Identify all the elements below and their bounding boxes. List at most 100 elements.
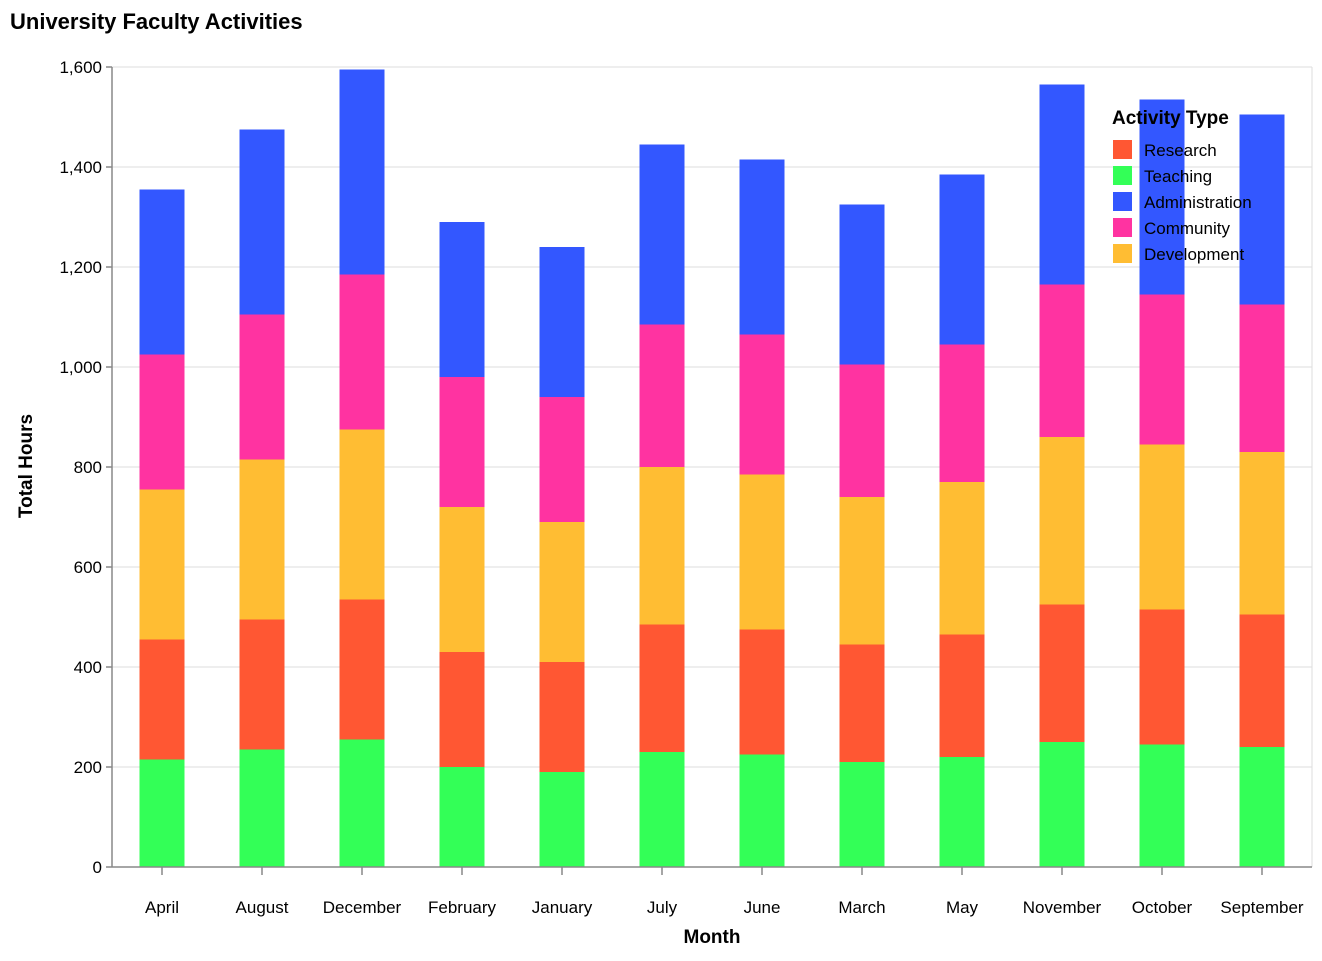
legend: Activity Type Research Teaching Administra… bbox=[1112, 108, 1252, 264]
bar-community-august bbox=[239, 314, 285, 460]
y-tick-label: 1,600 bbox=[59, 58, 102, 77]
bar-teaching-october bbox=[1139, 744, 1185, 867]
x-tick-label: August bbox=[236, 898, 289, 917]
bar-teaching-november bbox=[1039, 742, 1085, 867]
x-axis-title: Month bbox=[684, 927, 741, 948]
bar-research-december bbox=[339, 599, 385, 740]
bar-administration-august bbox=[239, 129, 285, 315]
bar-development-september bbox=[1239, 452, 1285, 615]
y-tick-label: 1,400 bbox=[59, 158, 102, 177]
legend-label-research: Research bbox=[1144, 141, 1217, 160]
legend-swatch-research bbox=[1113, 140, 1132, 159]
y-tick-label: 200 bbox=[74, 758, 102, 777]
bar-administration-january bbox=[539, 247, 585, 397]
x-tick-label: April bbox=[145, 898, 179, 917]
legend-label-teaching: Teaching bbox=[1144, 167, 1212, 186]
axes: 0 200 400 600 800 1,000 1,200 1,400 1,600 April Au… bbox=[59, 58, 1312, 917]
bar-community-december bbox=[339, 274, 385, 430]
x-tick-label: March bbox=[838, 898, 885, 917]
bar-teaching-march bbox=[839, 762, 885, 867]
bar-administration-november bbox=[1039, 84, 1085, 285]
bar-research-april bbox=[139, 639, 185, 760]
bar-community-july bbox=[639, 324, 685, 467]
bar-community-january bbox=[539, 397, 585, 522]
bar-development-may bbox=[939, 482, 985, 635]
bar-teaching-september bbox=[1239, 747, 1285, 867]
y-tick-label: 1,200 bbox=[59, 258, 102, 277]
bar-development-december bbox=[339, 429, 385, 600]
gridlines bbox=[112, 66, 1313, 868]
y-tick-label: 600 bbox=[74, 558, 102, 577]
x-tick-label: May bbox=[946, 898, 979, 917]
bar-community-june bbox=[739, 334, 785, 475]
bar-research-march bbox=[839, 644, 885, 762]
legend-swatch-development bbox=[1113, 244, 1132, 263]
legend-swatch-teaching bbox=[1113, 166, 1132, 185]
bar-research-may bbox=[939, 634, 985, 757]
bar-teaching-april bbox=[139, 759, 185, 867]
bar-development-august bbox=[239, 459, 285, 620]
x-tick-label: June bbox=[744, 898, 781, 917]
y-tick-label: 1,000 bbox=[59, 358, 102, 377]
bar-development-march bbox=[839, 497, 885, 645]
legend-label-community: Community bbox=[1144, 219, 1230, 238]
bar-research-november bbox=[1039, 604, 1085, 742]
legend-swatch-community bbox=[1113, 218, 1132, 237]
bar-teaching-august bbox=[239, 749, 285, 867]
x-tick-label: July bbox=[647, 898, 678, 917]
x-tick-label: September bbox=[1220, 898, 1303, 917]
x-tick-label: February bbox=[428, 898, 497, 917]
x-tick-label: December bbox=[323, 898, 402, 917]
bar-community-march bbox=[839, 364, 885, 497]
bar-research-january bbox=[539, 662, 585, 772]
bar-teaching-february bbox=[439, 767, 485, 867]
x-tick-label: November bbox=[1023, 898, 1102, 917]
bar-administration-march bbox=[839, 204, 885, 365]
bar-community-september bbox=[1239, 304, 1285, 452]
chart-title: University Faculty Activities bbox=[10, 9, 303, 34]
bar-teaching-january bbox=[539, 772, 585, 867]
bar-community-april bbox=[139, 354, 185, 490]
bar-development-november bbox=[1039, 437, 1085, 605]
bar-community-february bbox=[439, 377, 485, 507]
bar-administration-september bbox=[1239, 114, 1285, 305]
legend-title: Activity Type bbox=[1112, 108, 1229, 129]
legend-label-development: Development bbox=[1144, 245, 1244, 264]
bar-administration-april bbox=[139, 189, 185, 355]
bar-community-may bbox=[939, 344, 985, 482]
y-tick-label: 800 bbox=[74, 458, 102, 477]
bar-development-april bbox=[139, 489, 185, 640]
bar-development-october bbox=[1139, 444, 1185, 610]
bar-teaching-december bbox=[339, 739, 385, 867]
bar-research-july bbox=[639, 624, 685, 752]
bar-teaching-july bbox=[639, 752, 685, 867]
bar-administration-july bbox=[639, 144, 685, 325]
bar-administration-may bbox=[939, 174, 985, 345]
bar-administration-june bbox=[739, 159, 785, 335]
bar-teaching-june bbox=[739, 754, 785, 867]
bar-community-october bbox=[1139, 294, 1185, 445]
bar-research-september bbox=[1239, 614, 1285, 747]
y-axis-title: Total Hours bbox=[16, 414, 37, 518]
bar-development-july bbox=[639, 467, 685, 625]
legend-label-administration: Administration bbox=[1144, 193, 1252, 212]
bars bbox=[139, 69, 1285, 867]
bar-research-october bbox=[1139, 609, 1185, 745]
x-tick-label: January bbox=[532, 898, 593, 917]
bar-administration-october bbox=[1139, 99, 1185, 295]
bar-teaching-may bbox=[939, 757, 985, 867]
y-tick-label: 400 bbox=[74, 658, 102, 677]
bar-research-august bbox=[239, 619, 285, 750]
bar-administration-february bbox=[439, 222, 485, 377]
bar-development-february bbox=[439, 507, 485, 652]
legend-swatch-administration bbox=[1113, 192, 1132, 211]
bar-development-january bbox=[539, 522, 585, 662]
bar-research-february bbox=[439, 652, 485, 767]
bar-community-november bbox=[1039, 284, 1085, 437]
y-tick-label: 0 bbox=[93, 858, 102, 877]
x-tick-label: October bbox=[1132, 898, 1193, 917]
bar-administration-december bbox=[339, 69, 385, 275]
bar-research-june bbox=[739, 629, 785, 755]
